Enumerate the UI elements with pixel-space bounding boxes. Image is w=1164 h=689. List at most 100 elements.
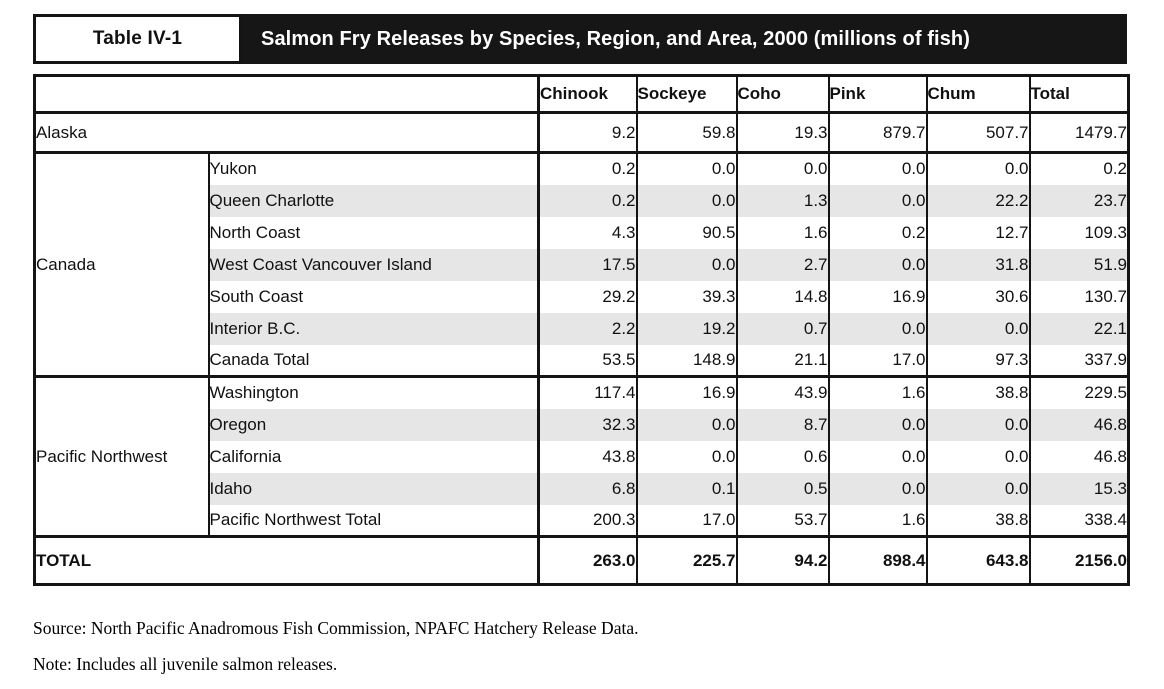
- value-cell: 879.7: [827, 111, 927, 153]
- value-cell: 43.9: [735, 375, 829, 409]
- area-cell: California: [207, 440, 539, 473]
- value-cell: 148.9: [635, 344, 737, 377]
- row-yukon: Canada Yukon 0.2 0.0 0.0 0.0 0.0 0.2: [34, 151, 1129, 377]
- column-header-pink: Pink: [827, 75, 927, 113]
- value-cell: 14.8: [735, 280, 829, 313]
- area-cell: West Coast Vancouver Island: [207, 248, 539, 281]
- area-cell: Interior B.C.: [207, 312, 539, 345]
- value-cell: 0.1: [635, 472, 737, 505]
- value-cell: 16.9: [635, 375, 737, 409]
- value-cell: 1.3: [735, 184, 829, 217]
- value-cell: 39.3: [635, 280, 737, 313]
- value-cell: 0.0: [735, 151, 829, 185]
- value-cell: 0.2: [827, 216, 927, 249]
- footnotes: Source: North Pacific Anadromous Fish Co…: [33, 618, 638, 675]
- table-number-label: Table IV-1: [33, 14, 242, 64]
- value-cell: 1.6: [735, 216, 829, 249]
- value-cell: 2.2: [537, 312, 637, 345]
- row-pacific-northwest-total: Pacific Northwest Total 200.3 17.0 53.7 …: [35, 504, 1129, 537]
- area-cell: Pacific Northwest Total: [207, 504, 539, 537]
- row-south-coast: South Coast 29.2 39.3 14.8 16.9 30.6 130…: [35, 280, 1129, 313]
- value-cell: 337.9: [1028, 344, 1129, 377]
- row-alaska: Alaska 9.2 59.8 19.3 879.7 507.7 1479.7: [34, 111, 1129, 153]
- column-header-chum: Chum: [925, 75, 1030, 113]
- row-north-coast: North Coast 4.3 90.5 1.6 0.2 12.7 109.3: [35, 216, 1129, 249]
- area-cell: Queen Charlotte: [207, 184, 539, 217]
- value-cell: 9.2: [537, 111, 637, 153]
- column-header-coho: Coho: [735, 75, 829, 113]
- value-cell: 19.2: [635, 312, 737, 345]
- value-cell: 1.6: [827, 504, 927, 537]
- value-cell: 2.7: [735, 248, 829, 281]
- value-cell: 38.8: [925, 375, 1030, 409]
- value-cell: 0.0: [635, 184, 737, 217]
- species-header-row: Chinook Sockeye Coho Pink Chum Total: [34, 75, 1129, 113]
- value-cell: 109.3: [1028, 216, 1129, 249]
- table-title-text: Salmon Fry Releases by Species, Region, …: [242, 14, 1127, 64]
- value-cell: 32.3: [537, 408, 637, 441]
- value-cell: 19.3: [735, 111, 829, 153]
- value-cell: 225.7: [635, 535, 737, 585]
- value-cell: 1.6: [827, 375, 927, 409]
- value-cell: 0.5: [735, 472, 829, 505]
- value-cell: 0.0: [635, 440, 737, 473]
- value-cell: 0.0: [925, 408, 1030, 441]
- value-cell: 53.7: [735, 504, 829, 537]
- corner-cell: [34, 75, 539, 113]
- area-cell: Idaho: [207, 472, 539, 505]
- value-cell: 59.8: [635, 111, 737, 153]
- value-cell: 1479.7: [1028, 111, 1129, 153]
- row-interior-bc: Interior B.C. 2.2 19.2 0.7 0.0 0.0 22.1: [35, 312, 1129, 345]
- value-cell: 8.7: [735, 408, 829, 441]
- value-cell: 90.5: [635, 216, 737, 249]
- value-cell: 0.0: [827, 472, 927, 505]
- area-cell: South Coast: [207, 280, 539, 313]
- area-cell: Canada Total: [207, 344, 539, 377]
- salmon-releases-table: Chinook Sockeye Coho Pink Chum Total Ala…: [33, 74, 1130, 586]
- row-west-coast-vancouver-island: West Coast Vancouver Island 17.5 0.0 2.7…: [35, 248, 1129, 281]
- value-cell: 38.8: [925, 504, 1030, 537]
- grand-total-label: TOTAL: [34, 535, 539, 585]
- value-cell: 0.0: [925, 472, 1030, 505]
- value-cell: 263.0: [537, 535, 637, 585]
- value-cell: 0.0: [925, 440, 1030, 473]
- column-header-total: Total: [1028, 75, 1129, 113]
- value-cell: 0.7: [735, 312, 829, 345]
- value-cell: 130.7: [1028, 280, 1129, 313]
- value-cell: 22.1: [1028, 312, 1129, 345]
- value-cell: 4.3: [537, 216, 637, 249]
- value-cell: 17.5: [537, 248, 637, 281]
- value-cell: 898.4: [827, 535, 927, 585]
- value-cell: 23.7: [1028, 184, 1129, 217]
- value-cell: 30.6: [925, 280, 1030, 313]
- value-cell: 22.2: [925, 184, 1030, 217]
- value-cell: 16.9: [827, 280, 927, 313]
- region-cell-pacific-northwest: Pacific Northwest: [34, 375, 209, 537]
- column-header-chinook: Chinook: [537, 75, 637, 113]
- value-cell: 643.8: [925, 535, 1030, 585]
- column-header-sockeye: Sockeye: [635, 75, 737, 113]
- region-cell: Alaska: [34, 111, 539, 153]
- row-grand-total: TOTAL 263.0 225.7 94.2 898.4 643.8 2156.…: [34, 535, 1129, 585]
- value-cell: 117.4: [537, 375, 637, 409]
- value-cell: 0.0: [635, 248, 737, 281]
- value-cell: 0.2: [1028, 151, 1129, 185]
- value-cell: 0.0: [635, 151, 737, 185]
- area-cell: North Coast: [207, 216, 539, 249]
- value-cell: 0.0: [827, 440, 927, 473]
- value-cell: 6.8: [537, 472, 637, 505]
- value-cell: 0.2: [537, 184, 637, 217]
- value-cell: 17.0: [635, 504, 737, 537]
- value-cell: 21.1: [735, 344, 829, 377]
- table-title-bar: Table IV-1 Salmon Fry Releases by Specie…: [33, 14, 1127, 64]
- value-cell: 53.5: [537, 344, 637, 377]
- value-cell: 0.0: [635, 408, 737, 441]
- value-cell: 0.0: [925, 312, 1030, 345]
- area-cell: Oregon: [207, 408, 539, 441]
- inclusion-note: Note: Includes all juvenile salmon relea…: [33, 654, 338, 674]
- value-cell: 97.3: [925, 344, 1030, 377]
- value-cell: 51.9: [1028, 248, 1129, 281]
- value-cell: 0.0: [925, 151, 1030, 185]
- value-cell: 200.3: [537, 504, 637, 537]
